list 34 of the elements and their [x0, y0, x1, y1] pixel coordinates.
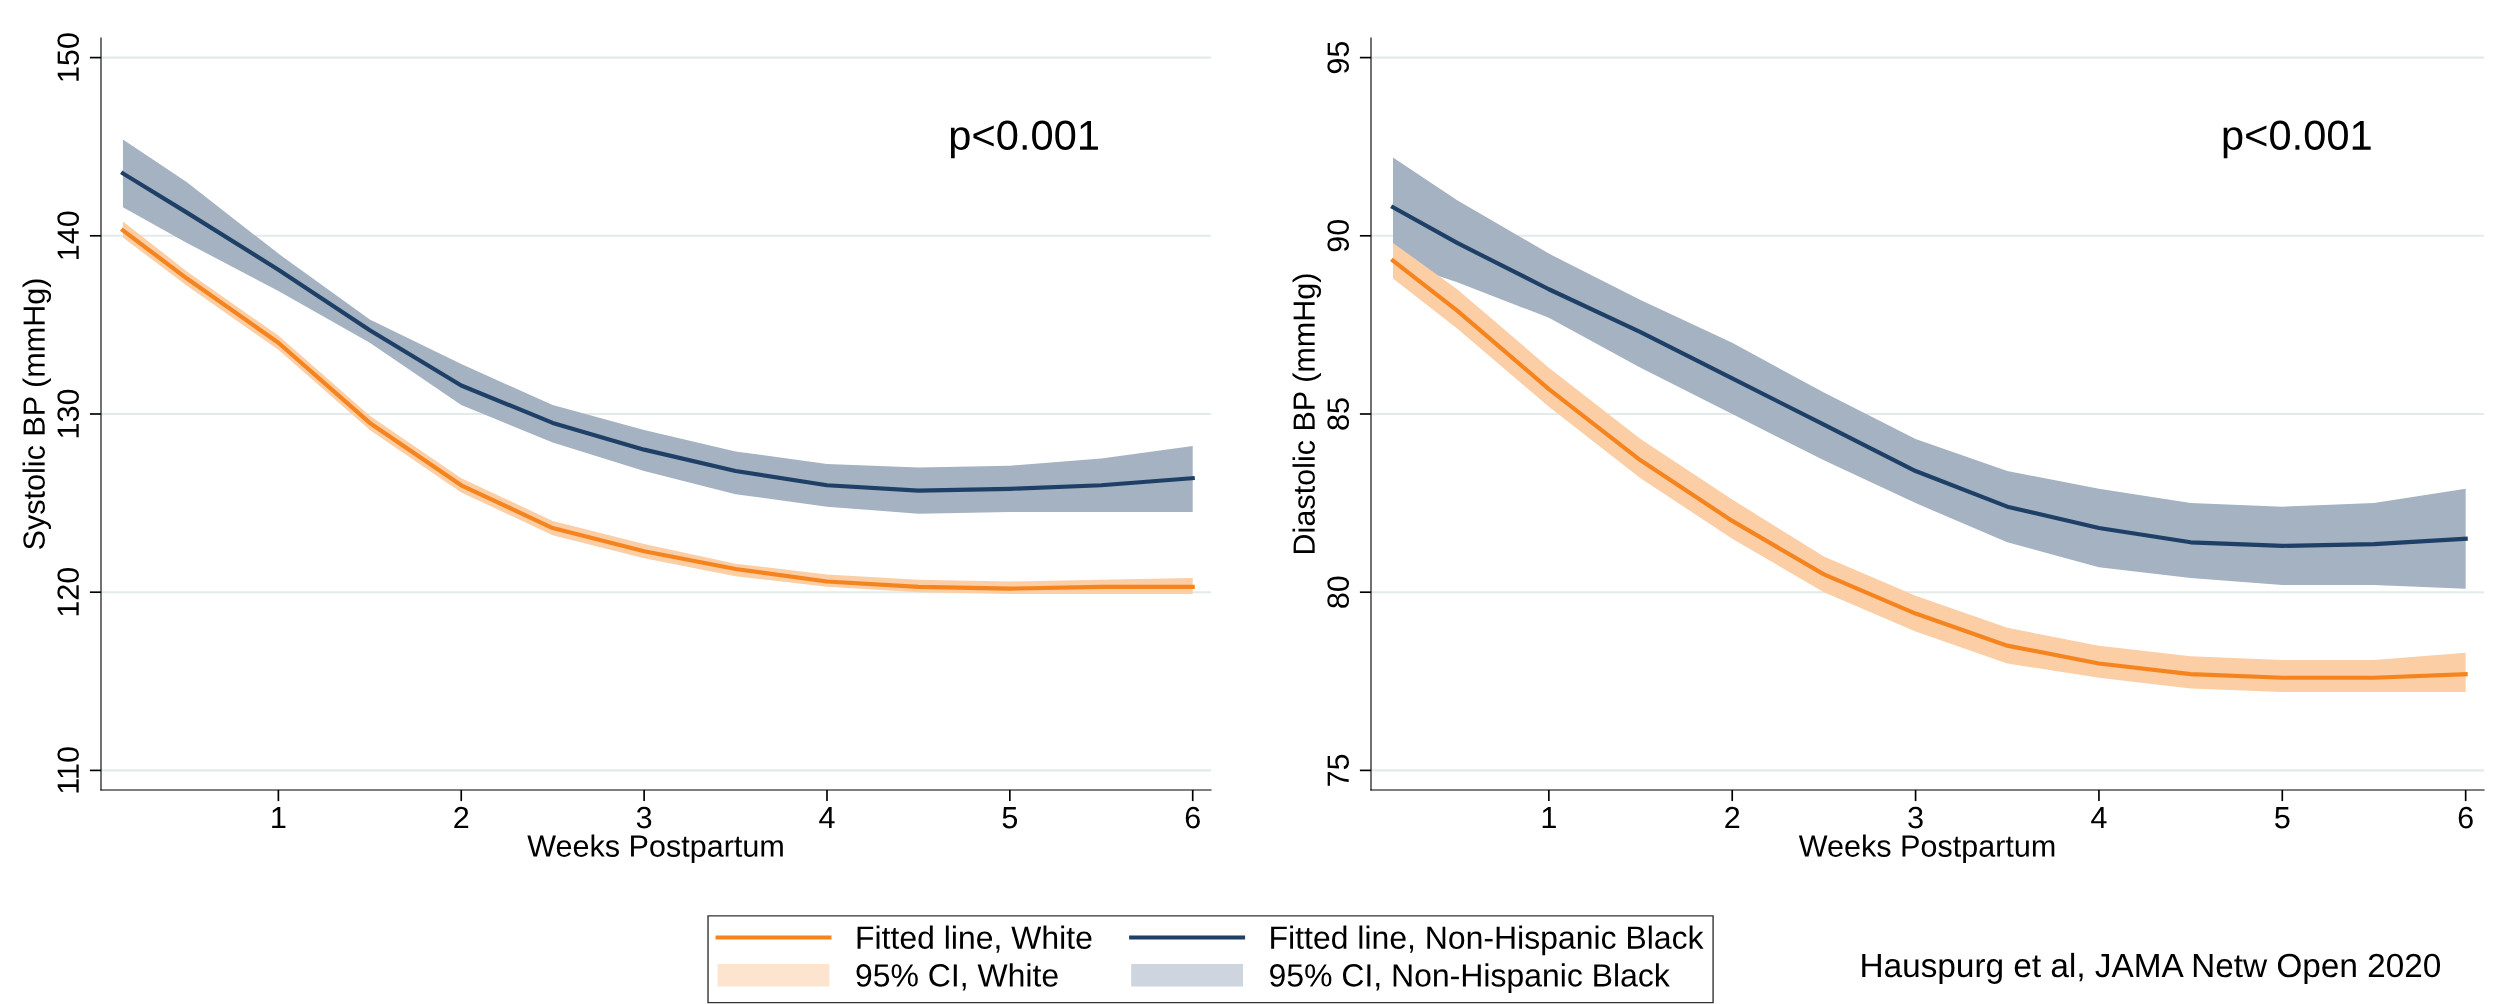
x-tick-label: 3 — [1908, 806, 1923, 829]
y-tick-label: 140 — [57, 211, 79, 259]
x-axis-title: Weeks Postpartum — [1798, 834, 2055, 863]
x-tick-label: 6 — [2458, 806, 2473, 829]
y-tick-label: 120 — [57, 567, 79, 616]
y-tick-label: 110 — [57, 747, 79, 793]
text: 95% CI, Non-Hispanic Black — [1270, 963, 1670, 994]
x-tick-label: 1 — [272, 807, 286, 829]
x-tick-label: 3 — [636, 806, 652, 829]
legend-label: Fitted line, Non-Hispanic Black — [1271, 925, 1704, 956]
legend-label: Fitted line, White — [857, 925, 1092, 953]
x-tick-label: 4 — [819, 807, 835, 829]
y-tick-label: 85 — [1327, 398, 1349, 430]
x-tick-label: 1 — [1542, 807, 1556, 829]
y-tick-label: 95 — [1327, 41, 1349, 74]
text: Hauspurg et al, JAMA Netw Open 2020 — [1862, 952, 2441, 984]
x-tick-label: 5 — [2275, 807, 2290, 829]
y-tick-label: 75 — [1327, 754, 1349, 786]
line-series — [1390, 205, 2468, 548]
x-tick-label: 5 — [1002, 807, 1018, 829]
y-tick-label: 90 — [1327, 220, 1349, 252]
text: 95% CI, White — [856, 963, 1058, 991]
x-axis-title: Weeks Postpartum — [527, 834, 783, 863]
x-tick-label: 2 — [1725, 806, 1740, 829]
y-axis-title: Systolic BP (mmHg) — [22, 279, 51, 550]
x-tick-label: 6 — [1185, 806, 1200, 829]
annotation: p<0.001 — [950, 120, 1098, 159]
x-tick-label: 2 — [454, 806, 469, 829]
y-tick-label: 150 — [57, 33, 79, 81]
y-axis-title: Diastolic BP (mmHg) — [1292, 274, 1321, 553]
y-tick-label: 130 — [57, 389, 79, 438]
annotation: p<0.001 — [2223, 120, 2371, 159]
x-tick-label: 4 — [2091, 807, 2107, 829]
y-tick-label: 80 — [1327, 576, 1349, 608]
